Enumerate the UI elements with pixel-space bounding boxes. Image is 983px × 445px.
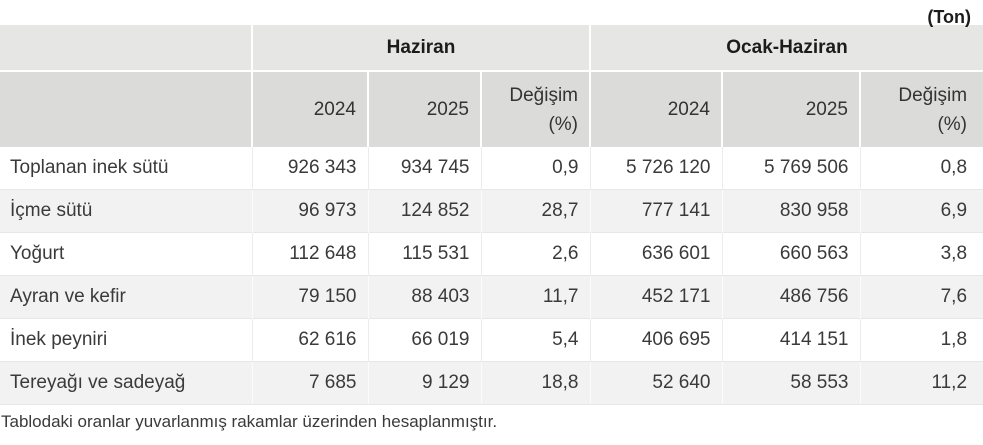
value-cell: 7,6 [859, 275, 983, 319]
unit-label: (Ton) [927, 7, 971, 27]
col-header-ocak-haziran-2025: 2025 [721, 70, 860, 147]
value-cell: 66 019 [367, 318, 481, 362]
change-label: Değişim [509, 84, 578, 106]
value-cell: 5,4 [480, 318, 590, 362]
value-cell: 777 141 [589, 189, 722, 233]
group-header-ocak-haziran: Ocak-Haziran [588, 25, 983, 71]
value-cell: 58 553 [721, 361, 860, 405]
col-header-ocak-haziran-2024: 2024 [589, 70, 722, 147]
value-cell: 636 601 [589, 232, 722, 276]
value-cell: 124 852 [367, 189, 481, 233]
value-cell: 5 769 506 [721, 147, 860, 190]
col-header-haziran-2024: 2024 [251, 70, 368, 147]
value-cell: 79 150 [251, 275, 368, 319]
value-cell: 11,7 [480, 275, 590, 319]
row-label: Toplanan inek sütü [0, 147, 252, 190]
value-cell: 96 973 [251, 189, 368, 233]
value-cell: 11,2 [859, 361, 983, 405]
corner-spacer-cell [0, 70, 252, 147]
table-row-inek-peyniri: İnek peyniri 62 616 66 019 5,4 406 695 4… [0, 318, 983, 362]
value-cell: 112 648 [251, 232, 368, 276]
value-cell: 52 640 [589, 361, 722, 405]
value-cell: 9 129 [367, 361, 481, 405]
milk-products-table: Haziran Ocak-Haziran 2024 2025 Değişim (… [0, 25, 983, 405]
col-header-ocak-haziran-change: Değişim (%) [858, 70, 983, 147]
value-cell: 830 958 [721, 189, 860, 233]
table-row-tereyagi-ve-sadeyag: Tereyağı ve sadeyağ 7 685 9 129 18,8 52 … [0, 361, 983, 405]
row-label: Yoğurt [0, 232, 252, 276]
value-cell: 7 685 [251, 361, 368, 405]
value-cell: 0,8 [859, 147, 983, 190]
row-label: Ayran ve kefir [0, 275, 252, 319]
col-header-haziran-2025: 2025 [367, 70, 481, 147]
value-cell: 926 343 [251, 147, 368, 190]
group-header-haziran: Haziran [251, 25, 590, 71]
value-cell: 28,7 [480, 189, 590, 233]
value-cell: 115 531 [367, 232, 481, 276]
value-cell: 6,9 [859, 189, 983, 233]
value-cell: 3,8 [859, 232, 983, 276]
value-cell: 486 756 [721, 275, 860, 319]
value-cell: 660 563 [721, 232, 860, 276]
table-footnote: Tablodaki oranlar yuvarlanmış rakamlar ü… [1, 412, 498, 431]
value-cell: 18,8 [480, 361, 590, 405]
value-cell: 406 695 [589, 318, 722, 362]
value-cell: 88 403 [367, 275, 481, 319]
group-header-row: Haziran Ocak-Haziran [0, 25, 983, 71]
table-row-ayran-ve-kefir: Ayran ve kefir 79 150 88 403 11,7 452 17… [0, 275, 983, 319]
value-cell: 5 726 120 [589, 147, 722, 190]
change-label: Değişim [898, 84, 968, 106]
change-unit-label: (%) [548, 113, 578, 135]
row-label: İnek peyniri [0, 318, 252, 362]
value-cell: 1,8 [859, 318, 983, 362]
table-row-yogurt: Yoğurt 112 648 115 531 2,6 636 601 660 5… [0, 232, 983, 276]
value-cell: 62 616 [251, 318, 368, 362]
row-label: Tereyağı ve sadeyağ [0, 361, 252, 405]
value-cell: 934 745 [367, 147, 481, 190]
corner-spacer-cell [0, 25, 252, 71]
col-header-haziran-change: Değişim (%) [480, 70, 590, 147]
table-row-icme-sutu: İçme sütü 96 973 124 852 28,7 777 141 83… [0, 189, 983, 233]
value-cell: 452 171 [589, 275, 722, 319]
value-cell: 2,6 [480, 232, 590, 276]
sub-header-row: 2024 2025 Değişim (%) 2024 2025 Değişim … [0, 70, 983, 147]
table-row-toplanan-inek-sutu: Toplanan inek sütü 926 343 934 745 0,9 5… [0, 147, 983, 190]
change-unit-label: (%) [937, 113, 968, 135]
row-label: İçme sütü [0, 189, 252, 233]
value-cell: 414 151 [721, 318, 860, 362]
value-cell: 0,9 [480, 147, 590, 190]
